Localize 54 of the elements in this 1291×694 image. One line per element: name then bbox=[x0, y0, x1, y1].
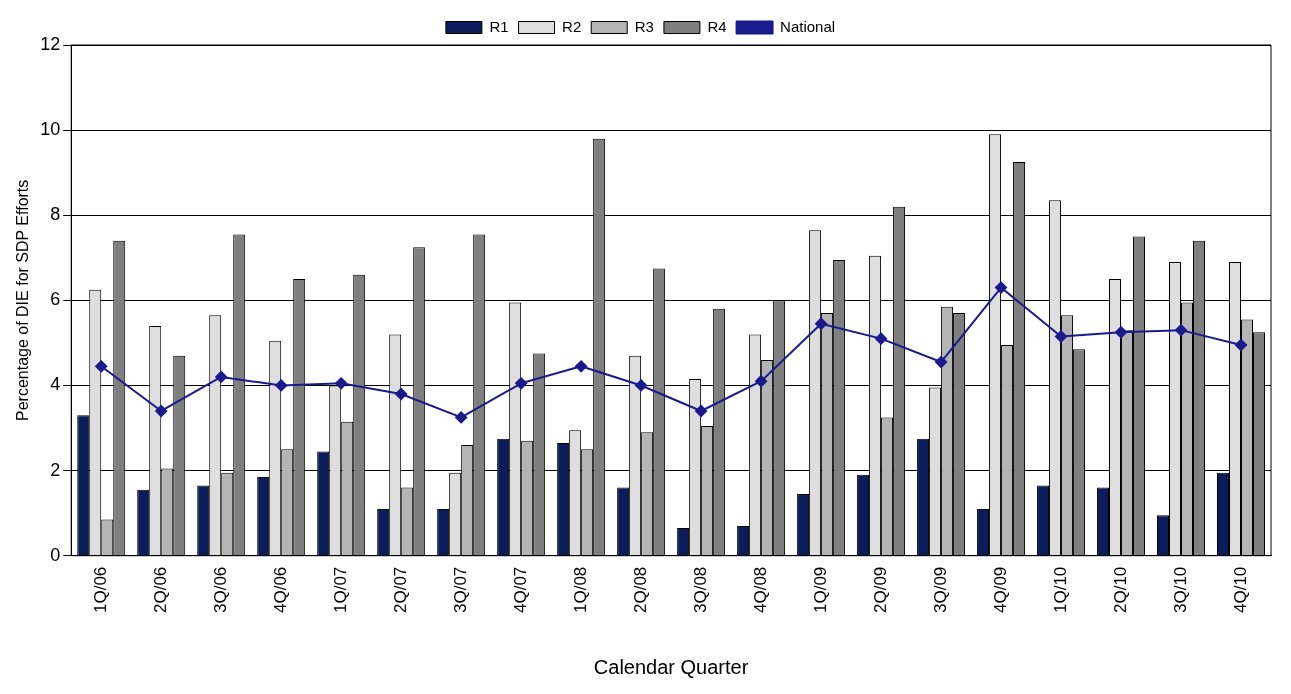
legend-label: R4 bbox=[707, 17, 727, 35]
point bbox=[1115, 326, 1128, 339]
point bbox=[1055, 330, 1068, 343]
x-tick-label: 4Q/07 bbox=[510, 566, 530, 613]
point bbox=[95, 360, 108, 373]
legend-label: R1 bbox=[489, 17, 509, 35]
point bbox=[755, 375, 768, 388]
point bbox=[275, 379, 288, 392]
legend-label: R2 bbox=[562, 17, 582, 35]
x-tick-label: 1Q/07 bbox=[330, 566, 350, 613]
legend-label: National bbox=[780, 17, 836, 35]
x-tick-label: 3Q/09 bbox=[930, 566, 950, 613]
point bbox=[875, 332, 888, 345]
y-tick-label: 10 bbox=[40, 119, 61, 140]
x-tick-label: 2Q/06 bbox=[150, 566, 170, 613]
x-tick-label: 2Q/10 bbox=[1110, 566, 1130, 613]
point bbox=[1175, 324, 1188, 337]
point bbox=[815, 317, 828, 330]
point bbox=[575, 360, 588, 373]
point bbox=[155, 404, 168, 417]
legend-label: R3 bbox=[634, 17, 654, 35]
x-tick-label: 3Q/07 bbox=[450, 566, 470, 613]
x-tick-label: 1Q/06 bbox=[90, 566, 110, 613]
y-tick-label: 0 bbox=[50, 544, 61, 565]
x-tick-label: 2Q/09 bbox=[870, 566, 890, 613]
x-tick-label: 4Q/09 bbox=[990, 566, 1010, 613]
y-tick-label: 8 bbox=[50, 204, 61, 225]
point bbox=[455, 411, 468, 424]
x-tick-label: 3Q/10 bbox=[1170, 566, 1190, 613]
y-tick-label: 12 bbox=[40, 33, 61, 54]
x-tick-label: 1Q/10 bbox=[1050, 566, 1070, 613]
x-tick-label: 2Q/07 bbox=[390, 566, 410, 613]
point bbox=[395, 387, 408, 400]
y-tick-label: 2 bbox=[50, 459, 61, 480]
x-tick-label: 2Q/08 bbox=[630, 566, 650, 613]
x-tick-label: 3Q/08 bbox=[690, 566, 710, 613]
point bbox=[935, 356, 948, 369]
point bbox=[515, 377, 528, 390]
x-tick-label: 4Q/08 bbox=[750, 566, 770, 613]
x-tick-label: 1Q/08 bbox=[570, 566, 590, 613]
point bbox=[695, 404, 708, 417]
y-tick-label: 6 bbox=[50, 289, 61, 310]
point bbox=[1235, 339, 1248, 352]
point bbox=[215, 370, 228, 383]
point bbox=[635, 379, 648, 392]
y-axis-title: Percentage of DIE for SDP Efforts bbox=[14, 179, 32, 421]
y-tick-label: 4 bbox=[50, 374, 61, 395]
point bbox=[335, 377, 348, 390]
x-tick-label: 4Q/10 bbox=[1230, 566, 1250, 613]
x-tick-label: 3Q/06 bbox=[210, 566, 230, 613]
x-axis-title: Calendar Quarter bbox=[593, 655, 749, 678]
x-tick-label: 1Q/09 bbox=[810, 566, 830, 613]
point bbox=[995, 281, 1008, 294]
x-tick-label: 4Q/06 bbox=[270, 566, 290, 613]
